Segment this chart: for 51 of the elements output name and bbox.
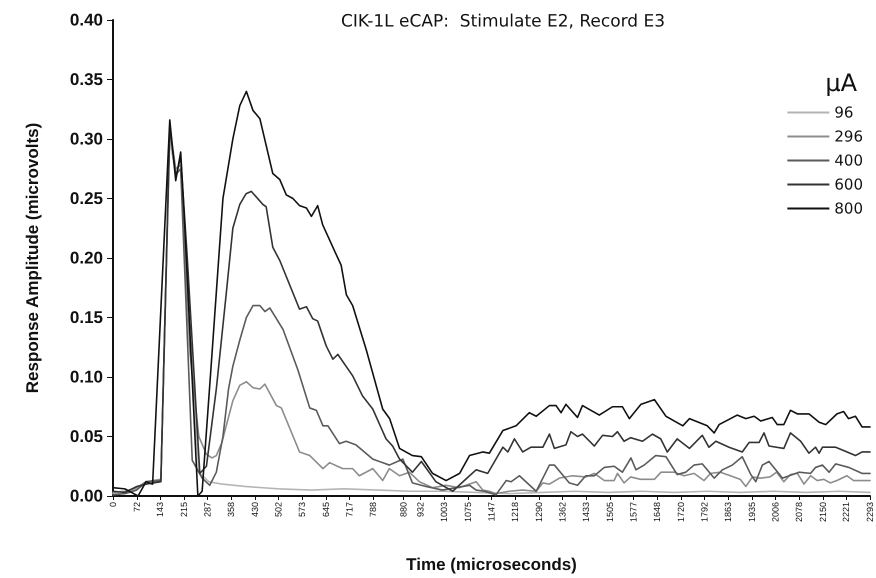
x-tick-label: 1290 (534, 502, 544, 522)
x-tick-label: 2150 (818, 502, 828, 522)
x-tick-label: 1362 (558, 502, 568, 522)
y-tick-label: 0.35 (70, 70, 103, 89)
x-tick-label: 1003 (439, 502, 450, 522)
y-tick-label: 0.25 (70, 189, 103, 208)
x-tick-label: 645 (320, 502, 331, 518)
y-tick-label: 0.10 (70, 368, 103, 386)
x-tick-label: 1147 (486, 502, 497, 522)
x-tick-label: 287 (202, 502, 213, 518)
x-tick-label: 1505 (604, 502, 615, 522)
y-tick-label: 0.20 (70, 248, 103, 268)
x-tick-label: 717 (344, 502, 355, 518)
x-tick-label: 1863 (723, 502, 734, 522)
y-axis-title: Response Amplitude (microvolts) (23, 122, 42, 394)
legend-label: 600 (834, 176, 864, 194)
x-tick-label: 1792 (700, 502, 710, 522)
x-tick-label: 430 (250, 502, 260, 518)
x-tick-label: 1075 (462, 502, 473, 522)
x-tick-label: 788 (368, 502, 378, 518)
x-tick-label: 2293 (865, 502, 875, 522)
x-axis-title: Time (microseconds) (406, 555, 577, 574)
x-tick-label: 2078 (794, 502, 804, 522)
x-tick-label: 215 (178, 502, 189, 518)
x-tick-label: 1218 (510, 502, 520, 522)
x-tick-label: 2221 (841, 502, 852, 522)
x-tick-label: 573 (297, 502, 308, 518)
x-tick-label: 880 (398, 502, 409, 518)
x-tick-label: 143 (155, 502, 166, 518)
legend-title: μA (825, 69, 858, 97)
x-tick-label: 1720 (676, 502, 686, 522)
y-tick-label: 0.05 (70, 427, 103, 446)
chart-title: CIK-1L eCAP: Stimulate E2, Record E3 (340, 12, 666, 32)
x-tick-label: 502 (274, 502, 284, 518)
y-tick-label: 0.30 (70, 130, 103, 148)
y-tick-label: 0.00 (70, 486, 103, 506)
legend-label: 96 (834, 104, 854, 122)
x-tick-label: 1577 (628, 502, 639, 522)
x-tick-label: 932 (416, 502, 426, 518)
x-tick-label: 358 (226, 502, 236, 518)
legend-label: 400 (834, 152, 864, 170)
legend-label: 296 (834, 128, 864, 146)
legend-label: 800 (834, 200, 864, 218)
x-tick-label: 2006 (770, 502, 780, 522)
y-tick-label: 0.15 (70, 308, 103, 327)
x-tick-label: 1433 (581, 502, 592, 522)
x-tick-label: 72 (132, 502, 142, 512)
x-tick-label: 0 (108, 502, 118, 508)
y-tick-label: 0.40 (70, 10, 103, 30)
x-tick-label: 1935 (746, 502, 757, 522)
x-tick-label: 1648 (652, 502, 662, 522)
